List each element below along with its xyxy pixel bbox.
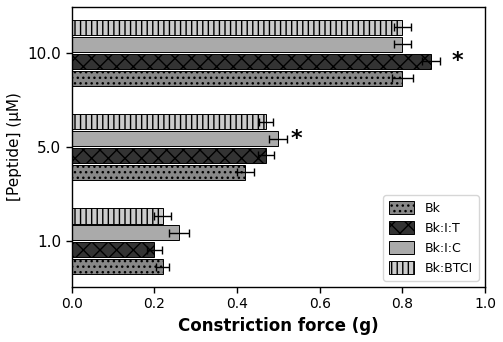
Bar — [71, 70, 402, 86]
Legend: Bk, Bk:I:T, Bk:I:C, Bk:BTCI: Bk, Bk:I:T, Bk:I:C, Bk:BTCI — [383, 195, 479, 281]
Bar — [71, 165, 245, 180]
Text: *: * — [291, 129, 302, 148]
Bar — [71, 259, 162, 274]
Bar — [71, 208, 162, 224]
Bar — [71, 242, 154, 258]
Y-axis label: [Peptide] (μM): [Peptide] (μM) — [7, 93, 22, 201]
Bar — [71, 148, 266, 163]
Bar — [71, 20, 402, 35]
Bar — [71, 114, 266, 129]
Bar — [71, 131, 278, 146]
Bar — [71, 225, 179, 240]
Bar — [71, 37, 402, 52]
X-axis label: Constriction force (g): Constriction force (g) — [178, 317, 379, 335]
Bar — [71, 54, 431, 69]
Text: *: * — [452, 51, 464, 71]
